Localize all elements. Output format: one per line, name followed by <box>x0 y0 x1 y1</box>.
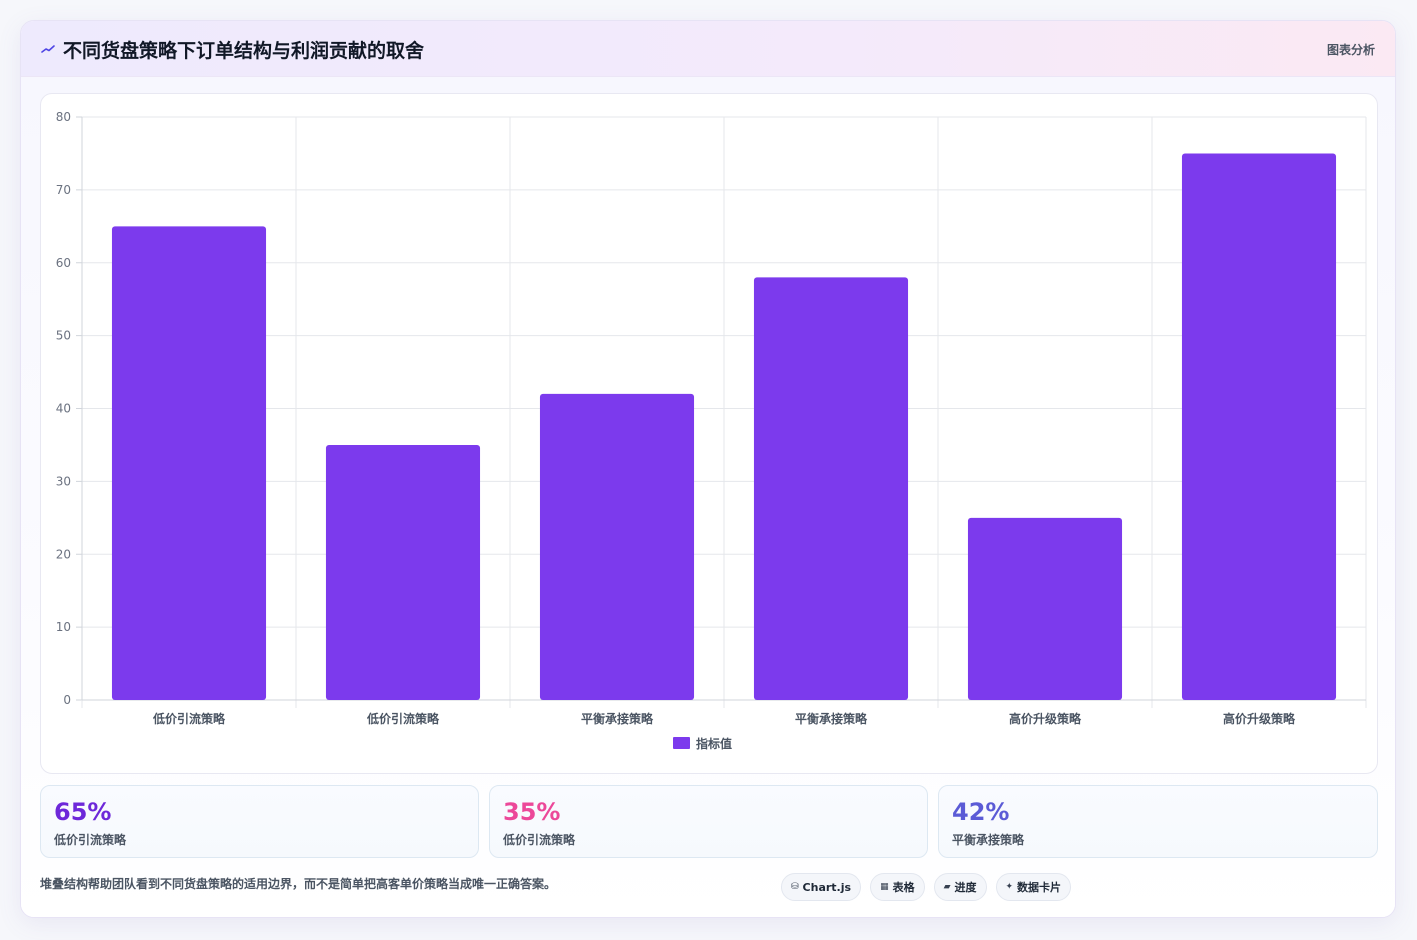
chart-panel: 0 10 20 30 40 50 60 70 80 低价引流策略 低价引流策略 平衡承接策略 平衡承接策… <box>40 93 1378 774</box>
stat-card-2: 35% 低价引流策略 <box>489 785 928 858</box>
x-tick-label: 平衡承接策略 <box>795 711 868 726</box>
y-tick-label: 80 <box>56 110 71 124</box>
x-tick-label: 高价升级策略 <box>1223 711 1296 726</box>
bar <box>1181 153 1337 700</box>
bar-chart: 0 10 20 30 40 50 60 70 80 低价引流策略 低价引流策略 平衡承接策略 平衡承接策… <box>56 110 1367 751</box>
tag-pills: ⛁ Chart.js ▦ 表格 ▰ 进度 ✦ 数据卡片 <box>781 873 1072 901</box>
stat-value: 42% <box>952 798 1010 826</box>
y-tick-label: 70 <box>56 183 71 197</box>
x-tick-label: 低价引流策略 <box>152 711 226 726</box>
x-tick-label: 高价升级策略 <box>1009 711 1082 726</box>
page-title: 不同货盘策略下订单结构与利润贡献的取舍 <box>63 40 425 62</box>
sparkline-icon <box>41 42 55 56</box>
progress-icon: ▰ <box>943 882 951 892</box>
bar <box>539 393 695 700</box>
sparkle-icon: ✦ <box>1005 882 1014 892</box>
bar <box>325 444 481 700</box>
stat-value: 65% <box>54 798 112 826</box>
chart-card: 不同货盘策略下订单结构与利润贡献的取舍 图表分析 0 10 20 30 40 50 60 70… <box>20 20 1396 918</box>
y-tick-label: 0 <box>63 693 71 707</box>
pill-label: Chart.js <box>802 880 852 894</box>
y-tick-label: 30 <box>56 474 71 488</box>
y-tick-label: 20 <box>56 547 71 561</box>
pill-label: 进度 <box>954 881 977 894</box>
bar <box>967 517 1123 700</box>
stat-label: 低价引流策略 <box>54 833 127 847</box>
y-tick-label: 10 <box>56 620 71 634</box>
footer-note: 堆叠结构帮助团队看到不同货盘策略的适用边界，而不是简单把高客单价策略当成唯一正确… <box>40 877 557 891</box>
pill-chartjs[interactable]: ⛁ Chart.js <box>781 873 862 901</box>
stat-label: 低价引流策略 <box>503 833 576 847</box>
x-tick-label: 低价引流策略 <box>366 711 440 726</box>
stat-card-1: 65% 低价引流策略 <box>40 785 479 858</box>
card-header: 不同货盘策略下订单结构与利润贡献的取舍 图表分析 <box>21 21 1395 77</box>
database-icon: ⛁ <box>791 882 799 892</box>
y-tick-label: 40 <box>56 402 71 416</box>
legend-swatch <box>673 737 690 749</box>
stat-label: 平衡承接策略 <box>952 833 1025 847</box>
bar <box>753 277 909 700</box>
y-tick-label: 60 <box>56 256 71 270</box>
y-tick-label: 50 <box>56 329 71 343</box>
stat-card-3: 42% 平衡承接策略 <box>938 785 1378 858</box>
pill-label: 数据卡片 <box>1017 881 1062 894</box>
legend-label: 指标值 <box>696 736 732 751</box>
pill-data-card[interactable]: ✦ 数据卡片 <box>995 873 1072 901</box>
table-icon: ▦ <box>880 882 889 892</box>
pill-progress[interactable]: ▰ 进度 <box>933 873 987 901</box>
pill-label: 表格 <box>892 881 915 894</box>
x-tick-label: 平衡承接策略 <box>581 711 654 726</box>
header-tag: 图表分析 <box>1326 43 1375 57</box>
stat-value: 35% <box>503 798 561 826</box>
bar <box>111 226 267 700</box>
pill-table[interactable]: ▦ 表格 <box>870 873 925 901</box>
